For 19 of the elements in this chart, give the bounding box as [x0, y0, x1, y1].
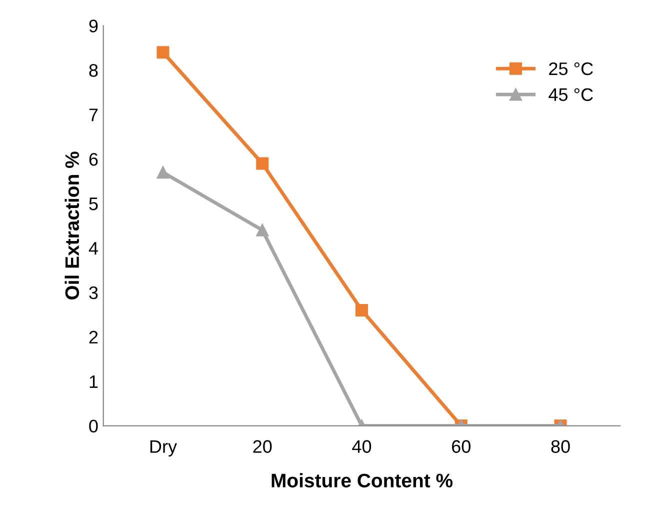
y-tick-label: 9 [89, 20, 98, 32]
x-tick-label: 60 [452, 440, 470, 453]
y-tick-label: 7 [89, 108, 98, 122]
y-tick-label: 4 [88, 242, 98, 254]
y-tick-label: 6 [89, 152, 98, 166]
y-tick-label: 5 [89, 198, 98, 210]
y-tick-label: 2 [89, 330, 98, 344]
legend-label: 25 °C [549, 62, 593, 76]
x-tick-label: 20 [253, 440, 272, 453]
y-tick-label: 1 [90, 375, 98, 388]
x-tick-label: 40 [352, 440, 372, 453]
y-axis-title: Oil Extraction % [64, 152, 80, 300]
legend-label: 45 °C [548, 88, 593, 102]
y-tick-label: 0 [89, 420, 98, 433]
y-tick-label: 3 [89, 286, 98, 300]
x-axis-title: Moisture Content % [272, 473, 453, 488]
x-tick-label: 80 [551, 440, 570, 453]
x-tick-label: Dry [150, 440, 177, 457]
y-tick-label: 8 [89, 64, 98, 77]
